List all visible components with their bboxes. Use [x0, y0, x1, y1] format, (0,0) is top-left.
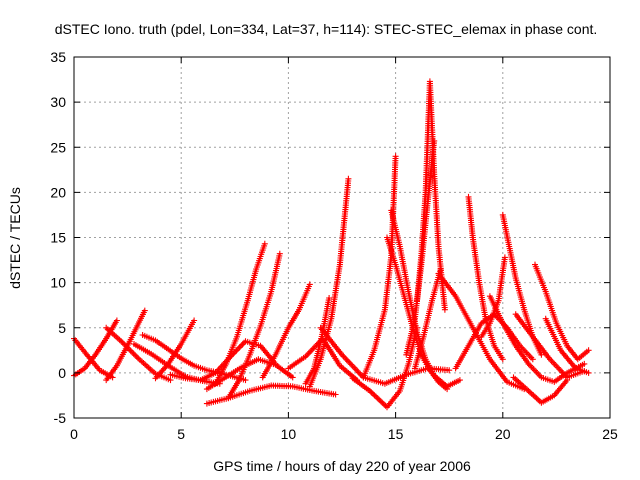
x-tick-label: 5	[177, 426, 185, 442]
plus-markers	[403, 137, 438, 358]
x-tick-label: 15	[388, 426, 404, 442]
y-tick-label: -5	[54, 410, 67, 426]
series-layer	[71, 78, 592, 411]
x-tick-label: 0	[70, 426, 78, 442]
data-series	[225, 250, 283, 402]
plus-markers	[302, 295, 333, 387]
data-series	[212, 240, 268, 387]
data-series	[532, 261, 592, 363]
plus-markers	[542, 315, 592, 376]
y-tick-label: 30	[50, 94, 66, 110]
plus-markers	[360, 153, 399, 381]
plus-markers	[152, 317, 198, 382]
data-series	[259, 281, 313, 381]
x-tick-label: 25	[602, 426, 618, 442]
plus-markers	[499, 211, 545, 358]
data-series	[403, 137, 438, 358]
data-series	[499, 211, 545, 358]
data-series	[510, 374, 571, 406]
plus-markers	[532, 261, 592, 363]
data-series	[203, 382, 339, 407]
y-tick-label: 0	[58, 365, 66, 381]
plus-markers	[510, 374, 571, 406]
x-axis-label: GPS time / hours of day 220 of year 2006	[213, 458, 471, 474]
plus-markers	[465, 193, 506, 363]
chart-title: dSTEC Iono. truth (pdel, Lon=334, Lat=37…	[55, 21, 598, 37]
data-series	[152, 317, 198, 382]
data-series	[302, 295, 333, 387]
plus-markers	[411, 266, 444, 372]
y-tick-label: 25	[50, 139, 66, 155]
data-series	[478, 254, 508, 340]
y-tick-labels: -5 0 5 10 15 20 25 30 35	[50, 49, 66, 426]
data-series	[411, 266, 444, 372]
data-series	[360, 153, 399, 381]
y-tick-label: 5	[58, 320, 66, 336]
plus-markers	[103, 307, 148, 384]
data-series	[103, 307, 148, 384]
y-tick-label: 15	[50, 230, 66, 246]
plus-markers	[259, 281, 313, 381]
plus-markers	[435, 270, 528, 393]
y-axis-label: dSTEC / TECUs	[7, 187, 23, 289]
series-line	[319, 327, 450, 385]
y-tick-label: 35	[50, 49, 66, 65]
plus-markers	[203, 382, 339, 407]
x-tick-labels: 0 5 10 15 20 25	[70, 426, 618, 442]
data-series	[542, 315, 592, 376]
data-series	[512, 311, 588, 381]
x-tick-label: 10	[281, 426, 297, 442]
plus-markers	[512, 311, 588, 381]
y-tick-label: 20	[50, 184, 66, 200]
x-tick-label: 20	[495, 426, 511, 442]
plus-markers	[317, 324, 453, 387]
data-series	[414, 78, 448, 313]
plus-markers	[414, 78, 448, 313]
data-series	[103, 324, 174, 384]
plus-markers	[306, 175, 352, 390]
grid-layer	[74, 57, 610, 418]
plus-markers	[478, 254, 508, 340]
plus-markers	[486, 293, 588, 385]
plus-markers	[212, 240, 268, 387]
plus-markers	[103, 324, 174, 384]
y-tick-label: 10	[50, 275, 66, 291]
data-series	[435, 270, 528, 393]
data-series	[465, 193, 506, 363]
tick-layer	[73, 56, 611, 419]
